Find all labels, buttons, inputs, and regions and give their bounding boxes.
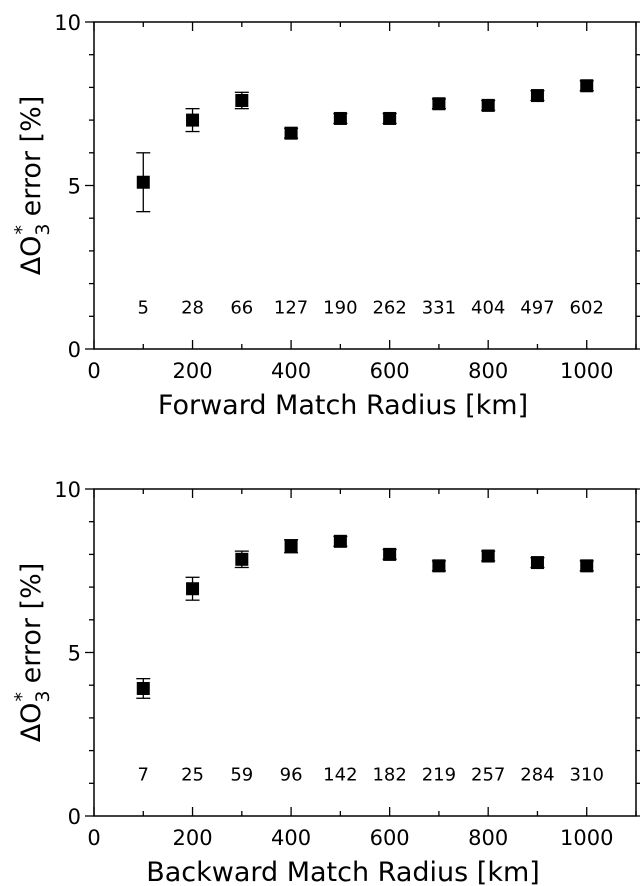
x-tick-label: 400 bbox=[271, 826, 311, 850]
data-point bbox=[383, 547, 397, 561]
y-tick-label: 5 bbox=[68, 175, 81, 199]
count-label: 497 bbox=[520, 297, 554, 318]
x-tick-label: 800 bbox=[468, 359, 508, 383]
data-point bbox=[580, 559, 594, 573]
data-point bbox=[136, 175, 150, 189]
data-point bbox=[333, 534, 347, 548]
count-label: 59 bbox=[230, 764, 253, 785]
count-label: 66 bbox=[230, 297, 253, 318]
data-point bbox=[186, 582, 200, 596]
data-point bbox=[530, 89, 544, 103]
data-point bbox=[136, 681, 150, 695]
x-tick-label: 200 bbox=[172, 826, 212, 850]
data-point bbox=[235, 93, 249, 107]
count-label: 219 bbox=[422, 764, 456, 785]
plot-frame bbox=[93, 21, 637, 350]
x-tick-label: 200 bbox=[172, 359, 212, 383]
count-label: 25 bbox=[181, 764, 204, 785]
y-axis-title: ΔO3* error [%] bbox=[11, 96, 54, 276]
count-label: 404 bbox=[471, 297, 505, 318]
count-label: 5 bbox=[138, 297, 149, 318]
data-point bbox=[284, 126, 298, 140]
x-axis-title: Backward Match Radius [km] bbox=[146, 857, 540, 886]
x-tick-label: 600 bbox=[370, 359, 410, 383]
count-label: 262 bbox=[372, 297, 406, 318]
count-label: 127 bbox=[274, 297, 308, 318]
count-label: 602 bbox=[570, 297, 604, 318]
data-point bbox=[432, 559, 446, 573]
x-tick-label: 400 bbox=[271, 359, 311, 383]
chart-panel-2: 0 200 400 600 800 1000 0 5 10 Backward Match Radi… bbox=[11, 478, 640, 886]
count-label: 96 bbox=[280, 764, 303, 785]
count-label: 7 bbox=[138, 764, 149, 785]
count-label: 182 bbox=[372, 764, 406, 785]
y-tick-label: 0 bbox=[68, 805, 81, 829]
count-label: 190 bbox=[323, 297, 357, 318]
x-axis-title: Forward Match Radius [km] bbox=[158, 390, 528, 421]
count-label: 142 bbox=[323, 764, 357, 785]
data-point bbox=[383, 111, 397, 125]
data-point bbox=[432, 97, 446, 111]
chart-panel-1: 0 200 400 600 800 1000 0 5 10 Forward Match Radiu… bbox=[11, 11, 640, 421]
x-tick-label: 600 bbox=[370, 826, 410, 850]
data-point bbox=[481, 98, 495, 112]
count-label: 284 bbox=[520, 764, 554, 785]
y-tick-label: 5 bbox=[68, 642, 81, 666]
data-point bbox=[284, 539, 298, 553]
x-tick-label: 1000 bbox=[560, 359, 613, 383]
data-point bbox=[235, 552, 249, 566]
y-tick-label: 0 bbox=[68, 338, 81, 362]
x-tick-label: 800 bbox=[468, 826, 508, 850]
y-tick-label: 10 bbox=[54, 478, 81, 502]
x-tick-label: 0 bbox=[87, 826, 100, 850]
data-point bbox=[481, 549, 495, 563]
x-tick-label: 1000 bbox=[560, 826, 613, 850]
data-point bbox=[186, 113, 200, 127]
data-point bbox=[530, 556, 544, 570]
count-label: 310 bbox=[570, 764, 604, 785]
data-point bbox=[333, 111, 347, 125]
count-label: 257 bbox=[471, 764, 505, 785]
data-point bbox=[580, 79, 594, 93]
plot-frame bbox=[93, 488, 637, 817]
x-tick-label: 0 bbox=[87, 359, 100, 383]
y-axis-title: ΔO3* error [%] bbox=[11, 563, 54, 743]
count-label: 331 bbox=[422, 297, 456, 318]
y-tick-label: 10 bbox=[54, 11, 81, 35]
count-label: 28 bbox=[181, 297, 204, 318]
